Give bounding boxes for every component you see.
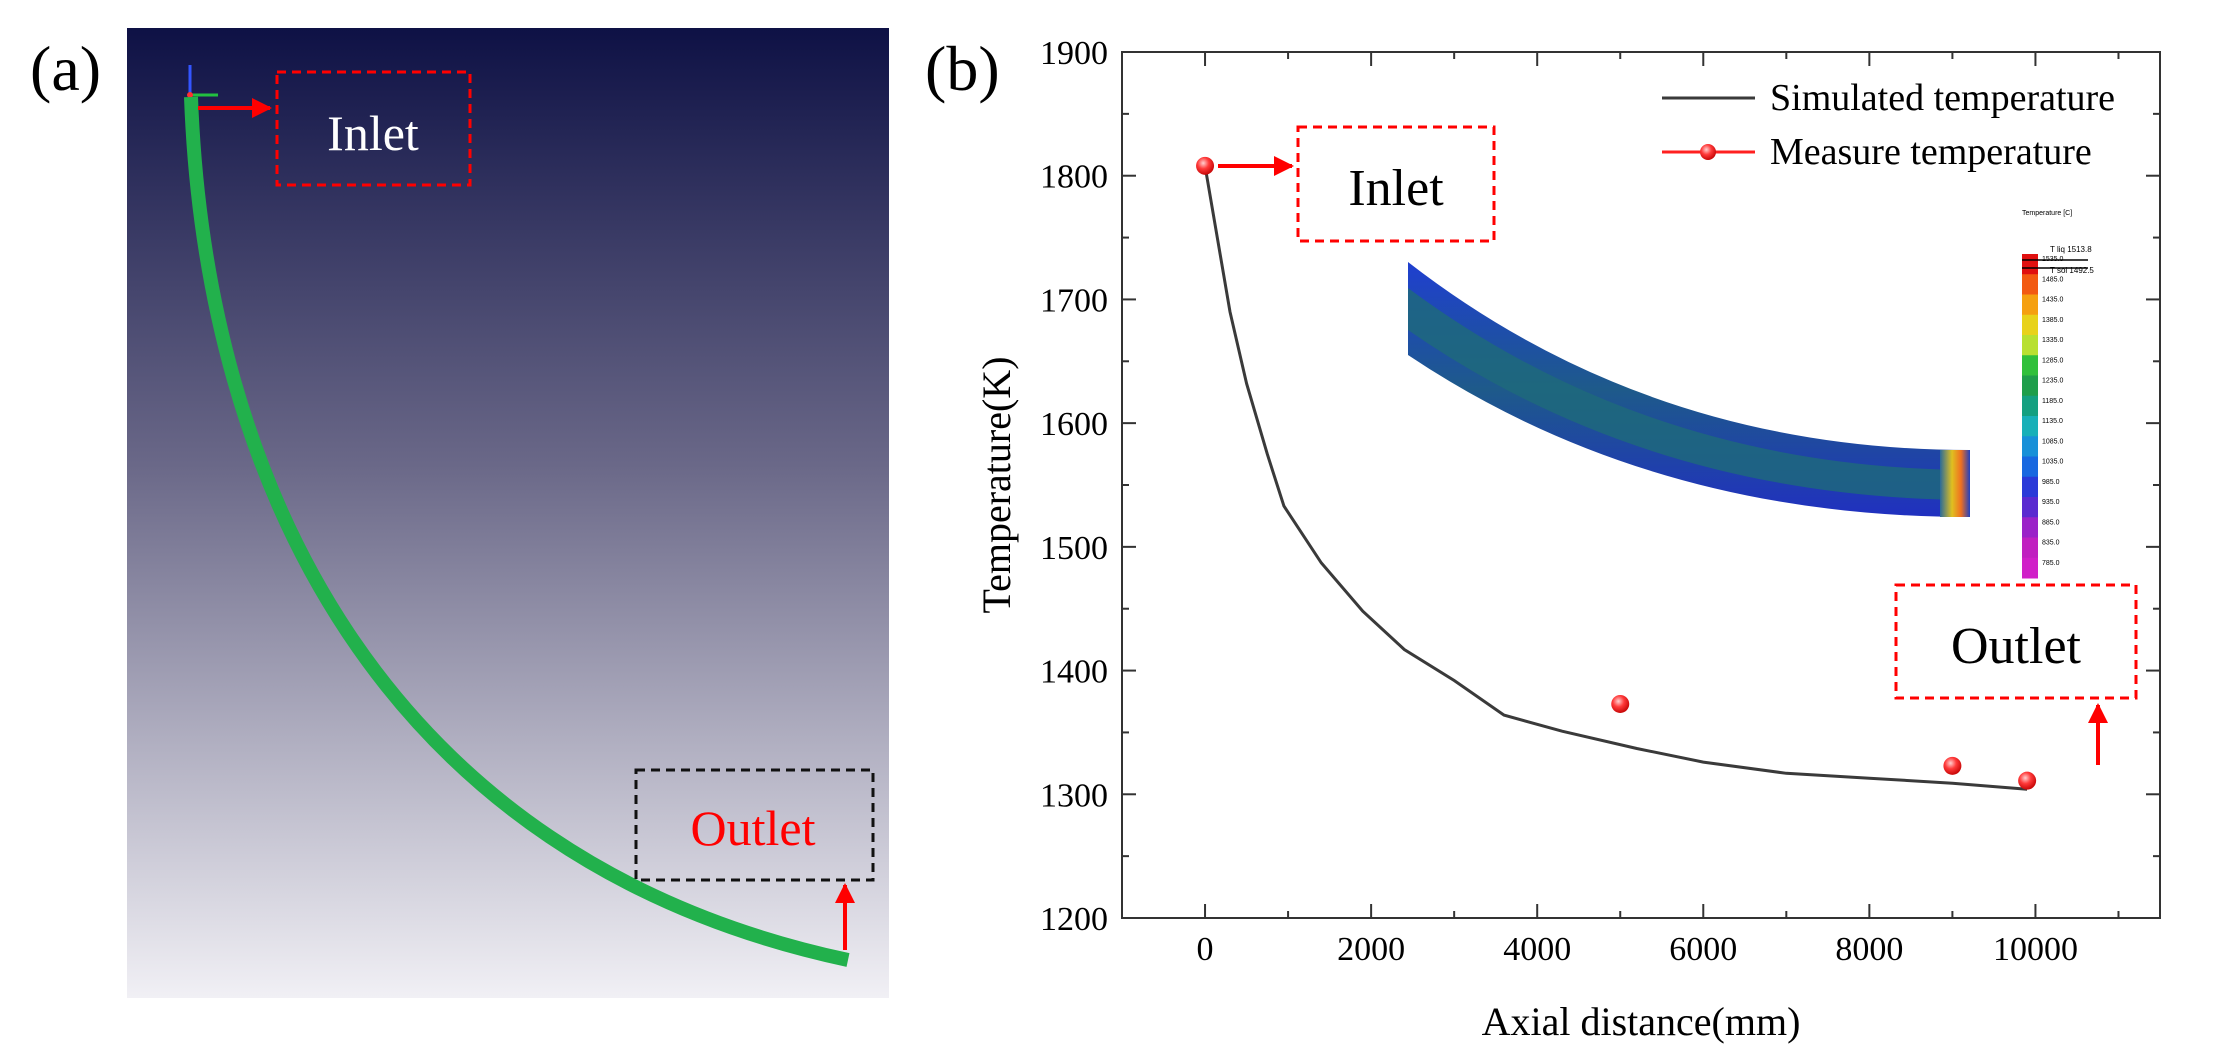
legend: Simulated temperature Measure temperatur… <box>1662 77 2115 173</box>
y-tick-label: 1800 <box>1040 159 1108 196</box>
inset-scale-tick: 935.0 <box>2042 499 2060 506</box>
axis-ticks <box>1121 51 2160 919</box>
inset-pipe-hotspot <box>1940 450 1970 517</box>
inset-scale-tick: 1085.0 <box>2042 438 2064 445</box>
inset-pipe-core <box>1408 288 1970 500</box>
outlet-label-b: Outlet <box>1951 618 2082 675</box>
inset-scale-tick: 1335.0 <box>2042 337 2064 344</box>
inset-scale-tick: 1485.0 <box>2042 276 2064 283</box>
legend-measure-label: Measure temperature <box>1770 131 2092 173</box>
inset-scale-swatch <box>2022 314 2038 336</box>
series-measure-points <box>1196 156 2037 790</box>
y-tick-label: 1700 <box>1040 282 1108 319</box>
inset-scale-tick: 835.0 <box>2042 540 2060 547</box>
inset-scale-swatch <box>2022 254 2038 275</box>
inset-scale-title: Temperature [C] <box>2022 210 2072 217</box>
x-axis-label: Axial distance(mm) <box>1482 999 1801 1044</box>
inset-scale-swatch <box>2022 517 2038 538</box>
inset-scale-tick: 1385.0 <box>2042 317 2064 324</box>
inset-scale-tick: 1435.0 <box>2042 297 2064 304</box>
inset-scale-swatch <box>2022 456 2038 478</box>
panel-b-label: (b) <box>925 33 1000 104</box>
x-tick-label: 2000 <box>1337 931 1405 968</box>
series-simulated-line <box>1203 165 2028 791</box>
inset-tsol-label: T sol 1492.5 <box>2050 266 2094 275</box>
inset-scale-swatch <box>2022 395 2038 417</box>
y-axis-label: Temperature(K) <box>974 356 1019 613</box>
x-tick-label: 8000 <box>1835 931 1903 968</box>
inset-scale-tick: 1185.0 <box>2042 398 2063 405</box>
axis-triad-icon <box>187 65 218 98</box>
inset-scale-swatch <box>2022 436 2038 457</box>
y-tick-label: 1400 <box>1040 654 1108 691</box>
panel-a-label: (a) <box>30 33 101 104</box>
panel-b: (b) 1200 1300 1400 1500 1600 1700 1800 1900 0 200… <box>925 33 2161 1044</box>
inset-scale-swatch <box>2022 557 2038 579</box>
inset-scale-swatch <box>2022 476 2038 498</box>
y-tick-label: 1200 <box>1040 901 1108 938</box>
inset-scale-tick: 885.0 <box>2042 519 2060 526</box>
inlet-label-a: Inlet <box>327 105 419 161</box>
y-tick-label: 1300 <box>1040 777 1108 814</box>
y-tick-label: 1900 <box>1040 35 1108 72</box>
inset-scale-swatch <box>2022 335 2038 356</box>
axis-tick-labels: 1200 1300 1400 1500 1600 1700 1800 1900 0 2000 400… <box>1040 35 2078 968</box>
x-tick-label: 0 <box>1197 931 1214 968</box>
outlet-box <box>634 768 875 882</box>
inlet-box-b <box>1296 125 1496 243</box>
inset-scale-swatch <box>2022 355 2038 376</box>
inset-scale-tick: 1135.0 <box>2042 418 2063 425</box>
measure-point <box>1943 756 1962 775</box>
measure-point <box>1611 694 1630 713</box>
y-tick-label: 1500 <box>1040 530 1108 567</box>
inset-scale-swatch <box>2022 274 2038 295</box>
legend-simulated-label: Simulated temperature <box>1770 77 2115 119</box>
inset-scale-swatch <box>2022 537 2038 559</box>
inset-scale-tick: 1235.0 <box>2042 378 2064 385</box>
measure-point <box>1196 156 1215 175</box>
x-tick-label: 6000 <box>1669 931 1737 968</box>
inset-pipe-body <box>1408 262 1970 517</box>
x-tick-label: 10000 <box>1993 931 2078 968</box>
measure-point <box>2018 771 2037 790</box>
legend-measure-marker <box>1700 144 1716 160</box>
inset-scale-tick: 785.0 <box>2042 560 2060 567</box>
pipe-centerline <box>184 96 850 967</box>
temperature-field-inset: Temperature [C] 1535.01485.01435.01385.0… <box>1408 210 2094 579</box>
outlet-box-b <box>1894 583 2138 700</box>
inset-scale-swatch <box>2022 375 2038 397</box>
inset-scale-tick: 1285.0 <box>2042 357 2064 364</box>
inset-scale-swatch <box>2022 497 2038 518</box>
panel-a-background <box>127 28 889 998</box>
inset-color-scale: 1535.01485.01435.01385.01335.01285.01235… <box>2022 254 2064 579</box>
panel-a: (a) Inlet Outlet <box>30 28 889 998</box>
inset-scale-swatch <box>2022 416 2038 437</box>
y-tick-label: 1600 <box>1040 406 1108 443</box>
inlet-label-b: Inlet <box>1348 160 1444 217</box>
inset-tliq-label: T liq 1513.8 <box>2050 245 2092 254</box>
inlet-box <box>275 70 472 187</box>
x-tick-label: 4000 <box>1503 931 1571 968</box>
inset-scale-tick: 985.0 <box>2042 479 2060 486</box>
inset-scale-swatch <box>2022 294 2038 316</box>
outlet-label-a: Outlet <box>691 800 816 856</box>
inset-scale-tick: 1035.0 <box>2042 459 2064 466</box>
